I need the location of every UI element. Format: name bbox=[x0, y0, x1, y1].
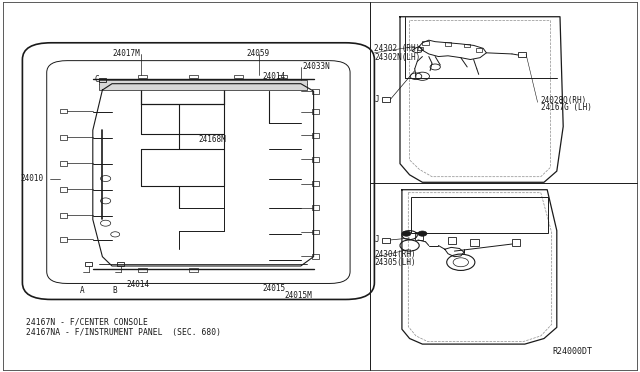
Text: B: B bbox=[112, 286, 116, 295]
Text: 24014: 24014 bbox=[262, 72, 285, 81]
Bar bbox=[278, 75, 287, 78]
Bar bbox=[60, 109, 67, 113]
Text: 24017M: 24017M bbox=[112, 49, 140, 58]
Bar bbox=[60, 135, 67, 140]
Text: 24168M: 24168M bbox=[198, 135, 226, 144]
Bar bbox=[464, 44, 470, 47]
Bar bbox=[60, 187, 67, 192]
Bar bbox=[99, 78, 106, 82]
Text: 24302 (RH): 24302 (RH) bbox=[374, 44, 420, 53]
Bar bbox=[117, 262, 124, 266]
Bar bbox=[422, 41, 429, 45]
Text: 24302N(LH): 24302N(LH) bbox=[374, 53, 420, 62]
Bar bbox=[312, 254, 319, 259]
Bar bbox=[382, 238, 390, 243]
Bar bbox=[411, 197, 548, 232]
Text: 24015: 24015 bbox=[262, 284, 285, 293]
Text: 24010: 24010 bbox=[20, 174, 44, 183]
Bar bbox=[99, 80, 307, 90]
Bar bbox=[312, 181, 319, 186]
Bar bbox=[234, 75, 243, 78]
Text: 24033N: 24033N bbox=[302, 62, 330, 71]
Circle shape bbox=[402, 231, 411, 236]
Text: 24167NA - F/INSTRUMENT PANEL  (SEC. 680): 24167NA - F/INSTRUMENT PANEL (SEC. 680) bbox=[26, 328, 221, 337]
Text: 24304(RH): 24304(RH) bbox=[374, 250, 416, 259]
Text: 24028Q(RH): 24028Q(RH) bbox=[541, 96, 587, 105]
Bar bbox=[512, 239, 520, 246]
Text: 24305(LH): 24305(LH) bbox=[374, 258, 416, 267]
Bar bbox=[417, 46, 423, 50]
Bar bbox=[312, 205, 319, 210]
Bar bbox=[312, 230, 319, 234]
Text: 24014: 24014 bbox=[127, 280, 150, 289]
Text: J: J bbox=[375, 95, 380, 104]
Text: R24000DT: R24000DT bbox=[553, 347, 593, 356]
Bar bbox=[138, 75, 147, 78]
Text: A: A bbox=[80, 286, 84, 295]
Bar bbox=[415, 232, 423, 240]
Bar bbox=[60, 161, 67, 166]
Bar bbox=[189, 268, 198, 272]
Bar bbox=[138, 268, 147, 272]
Bar bbox=[189, 75, 198, 78]
Text: 24059: 24059 bbox=[246, 49, 269, 58]
Bar bbox=[518, 52, 526, 57]
Bar bbox=[312, 89, 319, 94]
Bar bbox=[382, 97, 390, 102]
Bar bbox=[476, 48, 482, 52]
Bar bbox=[85, 262, 92, 266]
Text: 24167G (LH): 24167G (LH) bbox=[541, 103, 591, 112]
Bar bbox=[60, 213, 67, 218]
Text: J: J bbox=[375, 235, 380, 244]
Bar bbox=[448, 237, 456, 244]
Bar bbox=[470, 239, 479, 246]
Text: 24167N - F/CENTER CONSOLE: 24167N - F/CENTER CONSOLE bbox=[26, 317, 147, 326]
Bar bbox=[312, 157, 319, 162]
Text: 24015M: 24015M bbox=[285, 291, 312, 300]
Text: C: C bbox=[95, 75, 99, 84]
Bar bbox=[312, 133, 319, 138]
Circle shape bbox=[418, 231, 427, 236]
Bar bbox=[445, 42, 451, 46]
Bar bbox=[312, 109, 319, 114]
Bar bbox=[60, 237, 67, 242]
